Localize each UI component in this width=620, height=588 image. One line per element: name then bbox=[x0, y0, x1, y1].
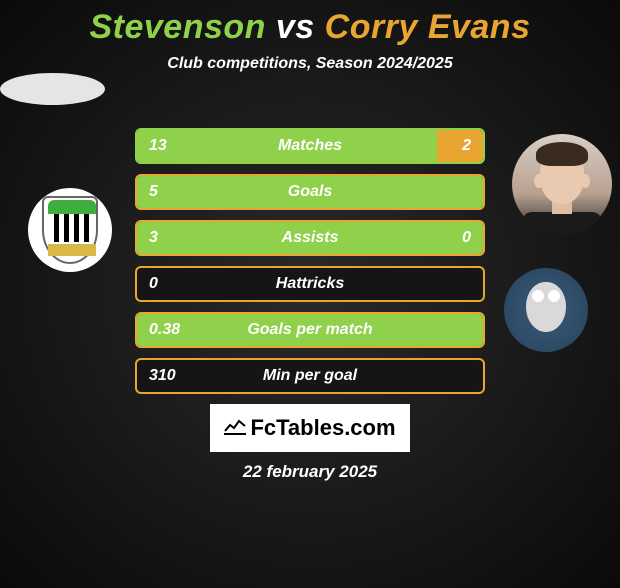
stat-value-left: 0.38 bbox=[149, 321, 180, 339]
comparison-date: 22 february 2025 bbox=[243, 462, 377, 482]
stat-value-right: 0 bbox=[462, 229, 471, 247]
title-vs: vs bbox=[276, 8, 315, 46]
club-owl-icon bbox=[526, 282, 566, 332]
stat-row: 0.38 Goals per match bbox=[135, 312, 485, 348]
badge-gold bbox=[48, 244, 96, 256]
stat-value-left: 3 bbox=[149, 229, 158, 247]
player2-club-badge bbox=[504, 268, 588, 352]
club-badge-shield bbox=[42, 196, 98, 264]
stat-row: 5 Goals bbox=[135, 174, 485, 210]
stat-label: Hattricks bbox=[276, 275, 344, 293]
stat-label: Assists bbox=[282, 229, 339, 247]
stat-row: 13 2 Matches bbox=[135, 128, 485, 164]
stat-value-left: 5 bbox=[149, 183, 158, 201]
badge-stripes bbox=[54, 214, 90, 242]
avatar-hair bbox=[536, 142, 588, 166]
stat-label: Goals per match bbox=[247, 321, 372, 339]
stat-bar-right bbox=[437, 130, 483, 162]
stat-value-right: 2 bbox=[462, 137, 471, 155]
player1-avatar bbox=[0, 73, 105, 105]
stat-value-left: 310 bbox=[149, 367, 176, 385]
stat-label: Min per goal bbox=[263, 367, 357, 385]
comparison-title: Stevenson vs Corry Evans bbox=[0, 8, 620, 47]
player1-name: Stevenson bbox=[89, 8, 265, 46]
stat-value-left: 0 bbox=[149, 275, 158, 293]
stat-label: Matches bbox=[278, 137, 342, 155]
avatar-collar bbox=[522, 212, 602, 234]
subtitle: Club competitions, Season 2024/2025 bbox=[0, 55, 620, 73]
stat-label: Goals bbox=[288, 183, 332, 201]
stats-container: 13 2 Matches 5 Goals 3 0 Assists 0 Hattricks 0.38 G… bbox=[135, 128, 485, 404]
watermark-text: FcTables.com bbox=[250, 415, 395, 441]
stat-row: 310 Min per goal bbox=[135, 358, 485, 394]
stat-row: 3 0 Assists bbox=[135, 220, 485, 256]
player1-club-badge bbox=[28, 188, 112, 272]
stat-row: 0 Hattricks bbox=[135, 266, 485, 302]
badge-green bbox=[48, 200, 96, 214]
watermark: FcTables.com bbox=[210, 404, 410, 452]
player2-name: Corry Evans bbox=[325, 8, 531, 46]
chart-icon bbox=[224, 417, 246, 440]
stat-value-left: 13 bbox=[149, 137, 167, 155]
player2-avatar bbox=[512, 134, 612, 234]
